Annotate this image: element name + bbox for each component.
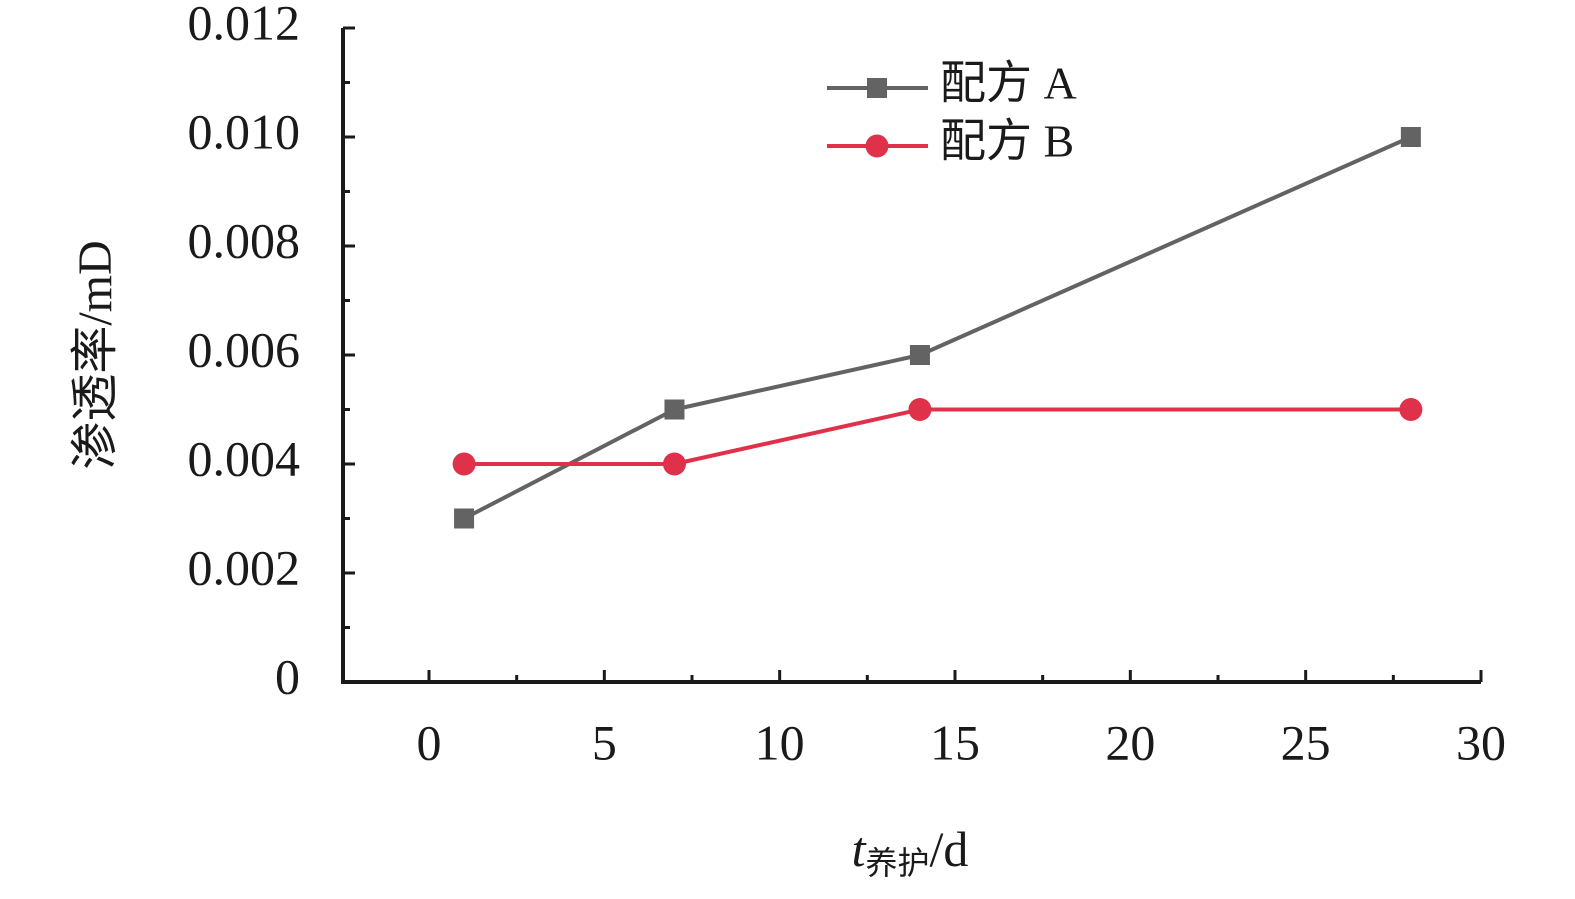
data-point-series-2	[908, 398, 932, 421]
y-tick-label: 0.010	[188, 103, 301, 159]
y-tick-label: 0	[275, 648, 300, 704]
legend-item-2: 配方 B	[827, 116, 1074, 167]
x-tick-label: 25	[1281, 714, 1331, 770]
x-tick-label: 10	[755, 714, 805, 770]
y-axis-title: 渗透率/mD	[69, 240, 122, 469]
series-line-1	[463, 135, 1412, 521]
legend-label: 配方 B	[940, 116, 1074, 167]
x-axis-title: t养护/d	[852, 821, 969, 881]
legend-marker	[867, 78, 887, 98]
y-tick-label: 0.004	[188, 430, 301, 486]
x-axis-title-subscript: 养护	[865, 845, 929, 881]
legend-label: 配方 A	[940, 58, 1077, 109]
data-point-series-2	[1399, 398, 1423, 421]
x-tick-label: 0	[417, 714, 442, 770]
data-point-series-1	[454, 508, 475, 529]
series-markers	[452, 127, 1423, 529]
series-line-2	[464, 407, 1411, 466]
x-axis-title-variable: t	[852, 821, 867, 877]
y-tick-label: 0.002	[188, 539, 301, 595]
legend-marker	[865, 134, 889, 158]
legend-item-1: 配方 A	[827, 58, 1077, 109]
x-tick-label: 20	[1105, 714, 1155, 770]
data-point-series-2	[452, 452, 476, 476]
tick-labels: 0 0.002 0.004 0.006 0.008 0.010 0.012 0 5 10 15 20 2…	[188, 0, 1507, 770]
y-tick-label: 0.006	[188, 321, 301, 377]
x-axis-title-unit: /d	[930, 821, 969, 877]
x-tick-label: 15	[930, 714, 980, 770]
data-point-series-1	[909, 345, 930, 365]
data-point-series-2	[662, 452, 686, 476]
data-point-series-1	[1400, 127, 1421, 147]
x-tick-label: 30	[1456, 714, 1506, 770]
data-point-series-1	[664, 399, 685, 420]
legend: 配方 A 配方 B	[827, 58, 1077, 167]
ticks	[343, 26, 1483, 684]
y-tick-label: 0.008	[188, 212, 301, 268]
y-tick-label: 0.012	[188, 0, 301, 50]
x-tick-label: 5	[592, 714, 617, 770]
series-lines	[463, 135, 1412, 521]
